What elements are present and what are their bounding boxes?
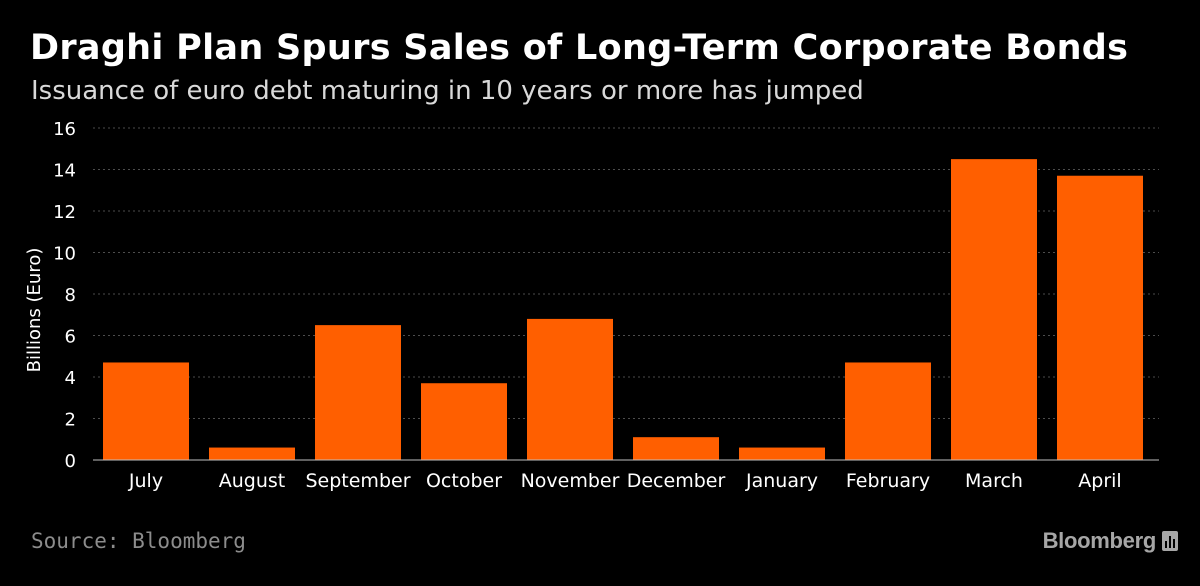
x-tick-label: August: [219, 470, 286, 492]
y-tick-label: 2: [65, 410, 76, 431]
x-tick-label: November: [521, 470, 620, 492]
x-tick-label: February: [846, 470, 930, 492]
bar-april: [1057, 175, 1143, 460]
bar-november: [527, 318, 613, 460]
y-tick-label: 4: [65, 368, 76, 389]
bar-october: [421, 383, 507, 460]
y-tick-label: 10: [53, 244, 76, 265]
x-axis-ticks: July August September October November Decemb…: [128, 470, 1122, 492]
x-tick-label: September: [305, 470, 410, 492]
bar-july: [103, 362, 189, 460]
bar-august: [209, 447, 295, 460]
y-tick-label: 8: [65, 285, 76, 306]
y-axis-label: Billions (Euro): [24, 248, 45, 373]
x-tick-label: March: [965, 470, 1023, 492]
brand-wordmark: Bloomberg: [1042, 528, 1157, 553]
y-tick-label: 0: [65, 451, 76, 472]
x-tick-label: December: [627, 470, 726, 492]
x-tick-label: October: [426, 470, 502, 492]
chart-title: Draghi Plan Spurs Sales of Long-Term Cor…: [30, 28, 1129, 68]
y-tick-label: 14: [53, 161, 76, 182]
bar-september: [315, 325, 401, 460]
y-tick-label: 12: [53, 202, 76, 223]
bloomberg-logo: Bloomberg: [1043, 528, 1178, 554]
source-note: Source: Bloomberg: [31, 529, 246, 553]
y-axis-ticks: 0 2 4 6 8 10 12 14 16: [53, 119, 76, 472]
x-tick-label: July: [128, 470, 163, 492]
bar-march: [951, 159, 1037, 460]
bar-february: [845, 362, 931, 460]
y-tick-label: 16: [53, 119, 76, 140]
chart-subtitle: Issuance of euro debt maturing in 10 yea…: [31, 76, 864, 106]
bloomberg-chart-icon: [1162, 531, 1178, 551]
bar-january: [739, 447, 825, 460]
bars: [103, 159, 1143, 460]
x-tick-label: January: [745, 470, 818, 492]
x-tick-label: April: [1078, 470, 1121, 492]
y-tick-label: 6: [65, 327, 76, 348]
bar-december: [633, 437, 719, 460]
